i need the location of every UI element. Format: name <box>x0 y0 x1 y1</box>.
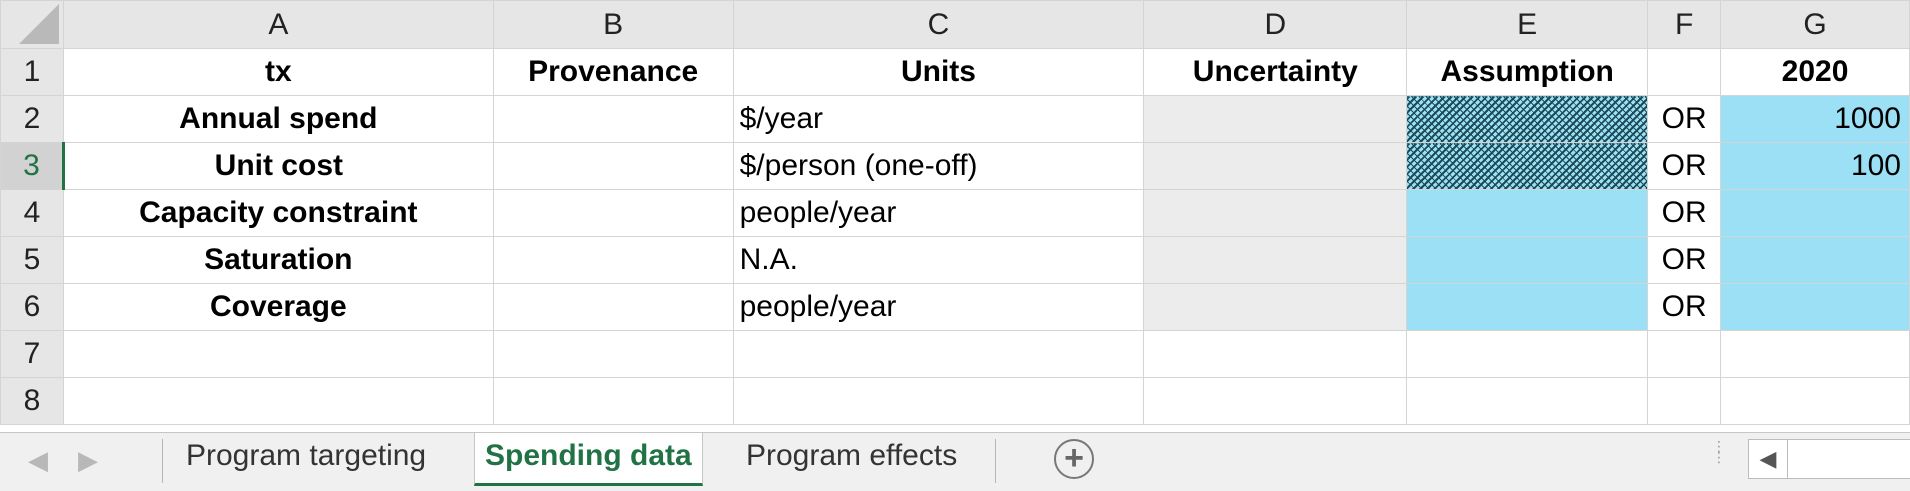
row-header[interactable]: 8 <box>0 377 64 425</box>
cell-d7[interactable] <box>1143 330 1408 378</box>
cell-f3[interactable]: OR <box>1647 142 1722 190</box>
cell-d8[interactable] <box>1143 377 1408 425</box>
cell-a5[interactable]: Saturation <box>62 236 494 284</box>
triangle-left-icon[interactable]: ◀ <box>28 445 48 475</box>
tab-separator <box>995 439 996 483</box>
table-row: 5 Saturation N.A. OR <box>0 236 1910 284</box>
table-row: 7 <box>0 330 1910 378</box>
cell-f2[interactable]: OR <box>1647 95 1722 143</box>
cell-a8[interactable] <box>62 377 494 425</box>
cell-d2[interactable] <box>1143 95 1408 143</box>
row-header[interactable]: 1 <box>0 48 64 96</box>
sheet-tab-bar: ◀ ▶ Program targeting Spending data Prog… <box>0 432 1910 491</box>
cell-g8[interactable] <box>1720 377 1910 425</box>
cell-a7[interactable] <box>62 330 494 378</box>
row-header[interactable]: 7 <box>0 330 64 378</box>
cell-c4[interactable]: people/year <box>732 189 1145 237</box>
cell-b7[interactable] <box>492 330 734 378</box>
cell-c1[interactable]: Units <box>732 48 1145 96</box>
column-header-e[interactable]: E <box>1406 0 1649 49</box>
splitter-handle-icon[interactable]: ⋮ ⋮ <box>1712 438 1726 465</box>
row-header[interactable]: 3 <box>0 142 65 190</box>
cell-e1[interactable]: Assumption <box>1406 48 1649 96</box>
table-row: 3 Unit cost $/person (one-off) OR 100 <box>0 142 1910 190</box>
row-header[interactable]: 2 <box>0 95 64 143</box>
cell-e6[interactable] <box>1406 283 1649 331</box>
cell-e3[interactable] <box>1406 142 1649 190</box>
cell-g7[interactable] <box>1720 330 1910 378</box>
cell-f1[interactable] <box>1647 48 1722 96</box>
cell-b6[interactable] <box>492 283 734 331</box>
cell-b1[interactable]: Provenance <box>492 48 734 96</box>
table-row: 6 Coverage people/year OR <box>0 283 1910 331</box>
column-header-f[interactable]: F <box>1647 0 1722 49</box>
cell-c8[interactable] <box>732 377 1145 425</box>
cell-a1[interactable]: tx <box>62 48 494 96</box>
cell-g2[interactable]: 1000 <box>1720 95 1910 143</box>
cell-g6[interactable] <box>1720 283 1910 331</box>
cell-f6[interactable]: OR <box>1647 283 1722 331</box>
cell-d3[interactable] <box>1143 142 1408 190</box>
cell-f8[interactable] <box>1647 377 1722 425</box>
cell-c6[interactable]: people/year <box>732 283 1145 331</box>
tab-program-effects[interactable]: Program effects <box>746 439 958 472</box>
column-header-g[interactable]: G <box>1720 0 1910 49</box>
cell-b5[interactable] <box>492 236 734 284</box>
cell-c2[interactable]: $/year <box>732 95 1145 143</box>
cell-g1[interactable]: 2020 <box>1720 48 1910 96</box>
cell-g3[interactable]: 100 <box>1720 142 1910 190</box>
select-all-icon <box>18 4 59 44</box>
cell-d6[interactable] <box>1143 283 1408 331</box>
cell-b4[interactable] <box>492 189 734 237</box>
table-row: 2 Annual spend $/year OR 1000 <box>0 95 1910 143</box>
table-row: 4 Capacity constraint people/year OR <box>0 189 1910 237</box>
cell-c5[interactable]: N.A. <box>732 236 1145 284</box>
cell-f5[interactable]: OR <box>1647 236 1722 284</box>
cell-a3[interactable]: Unit cost <box>62 142 494 190</box>
tab-spending-data[interactable]: Spending data <box>474 433 703 486</box>
tab-program-targeting[interactable]: Program targeting <box>186 439 427 472</box>
select-all-corner[interactable] <box>0 0 64 49</box>
cell-f7[interactable] <box>1647 330 1722 378</box>
column-header-a[interactable]: A <box>62 0 494 49</box>
tab-separator <box>162 439 163 483</box>
cell-d4[interactable] <box>1143 189 1408 237</box>
triangle-left-icon[interactable]: ◀ <box>1749 440 1788 478</box>
cell-a6[interactable]: Coverage <box>62 283 494 331</box>
table-row: 8 <box>0 377 1910 425</box>
plus-circle-icon[interactable]: + <box>1054 439 1094 479</box>
cell-c7[interactable] <box>732 330 1145 378</box>
row-header[interactable]: 6 <box>0 283 64 331</box>
cell-e4[interactable] <box>1406 189 1649 237</box>
cell-a2[interactable]: Annual spend <box>62 95 494 143</box>
column-header-c[interactable]: C <box>732 0 1145 49</box>
table-row: 1 tx Provenance Units Uncertainty Assump… <box>0 48 1910 96</box>
cell-c3[interactable]: $/person (one-off) <box>732 142 1145 190</box>
horizontal-scrollbar[interactable]: ◀ <box>1748 439 1910 479</box>
cell-g5[interactable] <box>1720 236 1910 284</box>
cell-b3[interactable] <box>492 142 734 190</box>
triangle-right-icon[interactable]: ▶ <box>78 445 98 475</box>
row-header[interactable]: 5 <box>0 236 64 284</box>
cell-e5[interactable] <box>1406 236 1649 284</box>
cell-e2[interactable] <box>1406 95 1649 143</box>
cell-d1[interactable]: Uncertainty <box>1143 48 1408 96</box>
cell-e7[interactable] <box>1406 330 1649 378</box>
cell-g4[interactable] <box>1720 189 1910 237</box>
column-header-row: A B C D E F G <box>0 0 1910 49</box>
column-header-b[interactable]: B <box>492 0 734 49</box>
cell-f4[interactable]: OR <box>1647 189 1722 237</box>
cell-e8[interactable] <box>1406 377 1649 425</box>
spreadsheet-grid: A B C D E F G 1 tx Provenance Units Unce… <box>0 0 1910 425</box>
column-header-d[interactable]: D <box>1143 0 1408 49</box>
cell-table: A B C D E F G 1 tx Provenance Units Unce… <box>0 0 1910 425</box>
cell-d5[interactable] <box>1143 236 1408 284</box>
cell-a4[interactable]: Capacity constraint <box>62 189 494 237</box>
cell-b8[interactable] <box>492 377 734 425</box>
row-header[interactable]: 4 <box>0 189 64 237</box>
cell-b2[interactable] <box>492 95 734 143</box>
